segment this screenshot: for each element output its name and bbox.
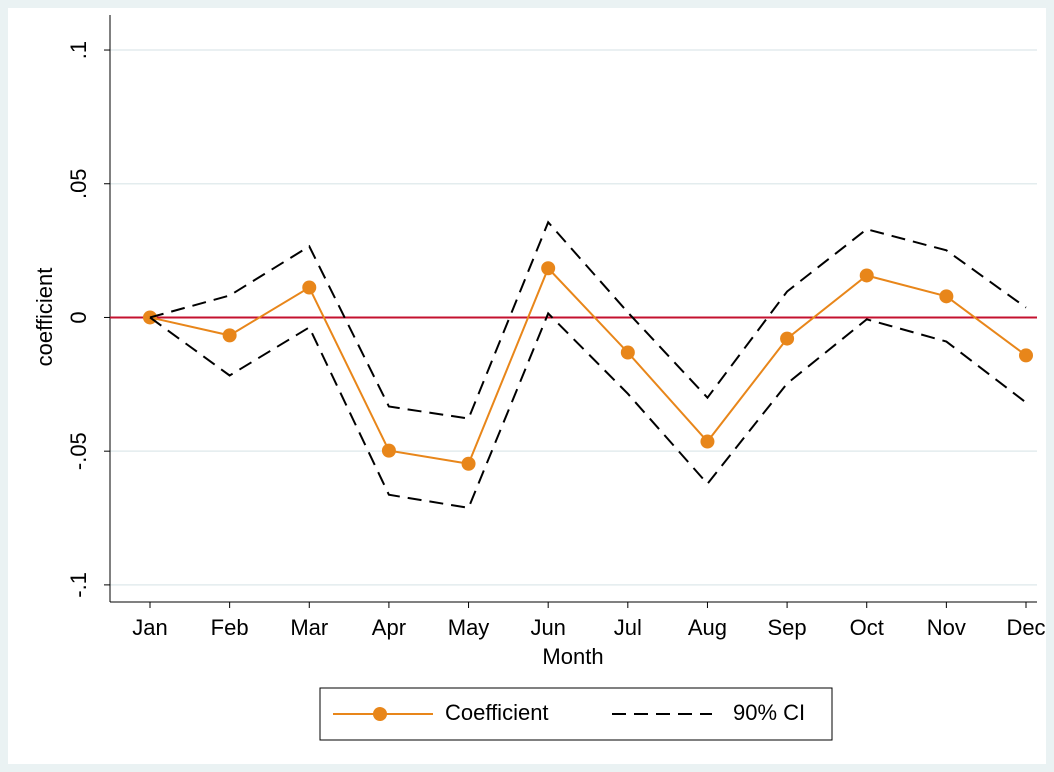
y-tick-label: -.05 [66, 432, 91, 470]
x-tick-label: Jul [614, 615, 642, 640]
point [541, 261, 556, 276]
legend-marker [373, 707, 387, 721]
y-tick-label: .05 [66, 168, 91, 199]
point [461, 456, 476, 471]
x-tick-label: Dec [1006, 615, 1045, 640]
x-tick-label: Jun [530, 615, 565, 640]
y-tick-label: .1 [66, 41, 91, 59]
x-tick-label: Jan [132, 615, 167, 640]
graph-region [8, 8, 1046, 764]
point [381, 443, 396, 458]
x-tick-label: Nov [927, 615, 966, 640]
y-tick-label: -.1 [66, 572, 91, 598]
point [222, 328, 237, 343]
point [700, 434, 715, 449]
ci-upper-line [149, 220, 1027, 420]
x-tick-label: Feb [211, 615, 249, 640]
x-tick-label: Mar [290, 615, 328, 640]
x-tick-label: Oct [850, 615, 884, 640]
x-tick-label: Sep [768, 615, 807, 640]
legend-label: Coefficient [445, 700, 549, 725]
x-tick-label: Aug [688, 615, 727, 640]
point [939, 289, 954, 304]
legend-label: 90% CI [733, 700, 805, 725]
point [302, 280, 317, 295]
x-tick-label: May [448, 615, 490, 640]
series-line [149, 266, 1027, 465]
x-tick-label: Apr [372, 615, 406, 640]
ci-lower-line [149, 311, 1027, 509]
x-axis-label: Month [542, 644, 603, 669]
y-axis-label: coefficient [32, 268, 57, 367]
point [780, 331, 795, 346]
point [859, 268, 874, 283]
point [1019, 348, 1033, 363]
y-tick-label: 0 [66, 311, 91, 323]
point [620, 345, 635, 360]
